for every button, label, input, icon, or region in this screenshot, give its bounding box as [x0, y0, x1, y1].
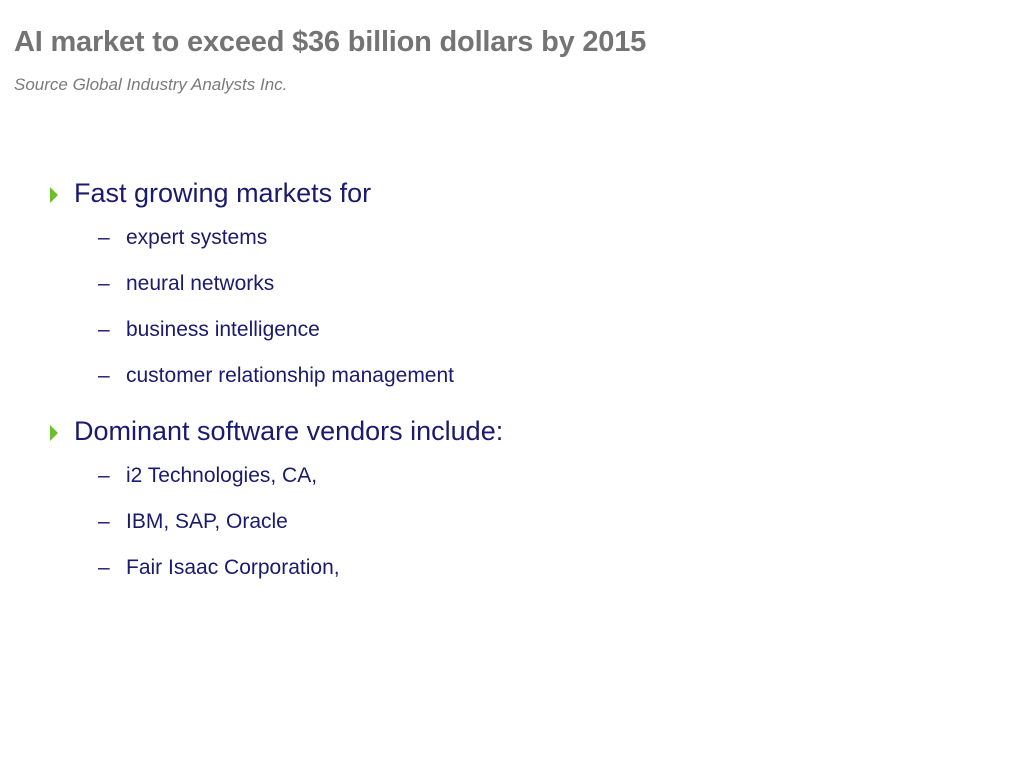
bullet-group: Dominant software vendors include: – i2 …	[50, 416, 950, 602]
sub-item: – i2 Technologies, CA,	[50, 464, 950, 510]
dash-marker: –	[98, 464, 110, 487]
dash-marker: –	[98, 556, 110, 579]
slide-content: Fast growing markets for – expert system…	[50, 178, 950, 608]
bullet-item: Dominant software vendors include:	[50, 416, 950, 456]
bullet-group: Fast growing markets for – expert system…	[50, 178, 950, 410]
bullet-item: Fast growing markets for	[50, 178, 950, 218]
dash-marker: –	[98, 364, 110, 387]
bullet-label: Dominant software vendors include:	[74, 416, 504, 446]
sub-item-label: IBM, SAP, Oracle	[126, 510, 288, 533]
dash-marker: –	[98, 226, 110, 249]
triangle-bullet-icon	[50, 425, 58, 441]
sub-item-label: i2 Technologies, CA,	[126, 464, 318, 487]
bullet-label: Fast growing markets for	[74, 178, 372, 208]
sub-item-label: customer relationship management	[126, 364, 455, 387]
slide-subtitle: Source Global Industry Analysts Inc.	[14, 75, 288, 94]
sub-item: – IBM, SAP, Oracle	[50, 510, 950, 556]
sub-list: – expert systems – neural networks – bus…	[50, 226, 950, 410]
sub-item: – expert systems	[50, 226, 950, 272]
dash-marker: –	[98, 272, 110, 295]
dash-marker: –	[98, 318, 110, 341]
sub-item-label: Fair Isaac Corporation,	[126, 556, 340, 579]
sub-item-label: neural networks	[126, 272, 275, 295]
sub-item-label: business intelligence	[126, 318, 320, 341]
sub-item: – business intelligence	[50, 318, 950, 364]
sub-item: – neural networks	[50, 272, 950, 318]
dash-marker: –	[98, 510, 110, 533]
triangle-bullet-icon	[50, 187, 58, 203]
sub-item: – customer relationship management	[50, 364, 950, 410]
slide-title: AI market to exceed $36 billion dollars …	[14, 26, 647, 58]
sub-item: – Fair Isaac Corporation,	[50, 556, 950, 602]
sub-item-label: expert systems	[126, 226, 268, 249]
sub-list: – i2 Technologies, CA, – IBM, SAP, Oracl…	[50, 464, 950, 602]
